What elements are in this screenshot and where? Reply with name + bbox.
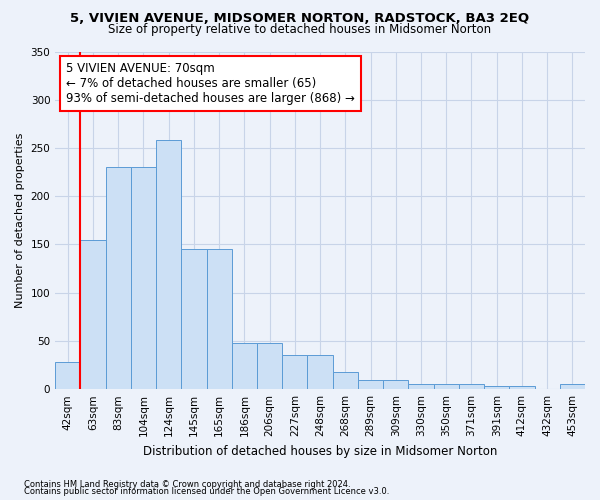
Bar [434, 384, 459, 389]
Y-axis label: Number of detached properties: Number of detached properties [15, 132, 25, 308]
Bar [383, 380, 409, 389]
Bar [332, 372, 358, 389]
Bar [232, 343, 257, 389]
Text: Contains HM Land Registry data © Crown copyright and database right 2024.: Contains HM Land Registry data © Crown c… [24, 480, 350, 489]
Bar [257, 343, 282, 389]
Bar [156, 140, 181, 389]
Bar [106, 168, 131, 389]
Text: 5 VIVIEN AVENUE: 70sqm
← 7% of detached houses are smaller (65)
93% of semi-deta: 5 VIVIEN AVENUE: 70sqm ← 7% of detached … [66, 62, 355, 104]
Bar [181, 250, 206, 389]
Text: 5, VIVIEN AVENUE, MIDSOMER NORTON, RADSTOCK, BA3 2EQ: 5, VIVIEN AVENUE, MIDSOMER NORTON, RADST… [70, 12, 530, 26]
Bar [484, 386, 509, 389]
Bar [560, 384, 585, 389]
Bar [206, 250, 232, 389]
Text: Size of property relative to detached houses in Midsomer Norton: Size of property relative to detached ho… [109, 22, 491, 36]
Bar [131, 168, 156, 389]
Text: Contains public sector information licensed under the Open Government Licence v3: Contains public sector information licen… [24, 487, 389, 496]
Bar [509, 386, 535, 389]
X-axis label: Distribution of detached houses by size in Midsomer Norton: Distribution of detached houses by size … [143, 444, 497, 458]
Bar [358, 380, 383, 389]
Bar [459, 384, 484, 389]
Bar [409, 384, 434, 389]
Bar [282, 356, 307, 389]
Bar [55, 362, 80, 389]
Bar [80, 240, 106, 389]
Bar [307, 356, 332, 389]
